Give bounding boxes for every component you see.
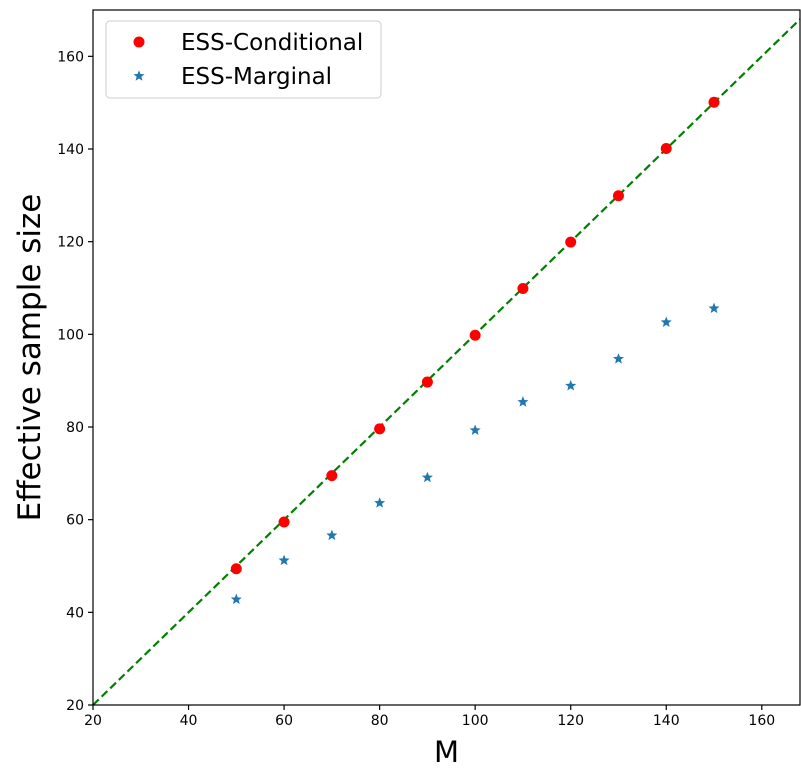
- series-ess-conditional: [230, 96, 720, 575]
- y-tick-label: 40: [66, 605, 84, 621]
- x-tick-label: 100: [462, 713, 489, 729]
- reference-line: [92, 18, 801, 706]
- y-tick-label: 100: [57, 327, 84, 343]
- data-point: [469, 424, 481, 435]
- x-tick-label: 80: [371, 713, 389, 729]
- data-point: [708, 96, 720, 108]
- y-axis-title: Effective sample size: [12, 194, 48, 522]
- y-tick-label: 80: [66, 420, 84, 436]
- data-point: [421, 376, 433, 388]
- data-point: [278, 516, 290, 528]
- x-tick-label: 40: [180, 713, 198, 729]
- axes-layer: 20 40 60 80 100 120 140 160 20 40 60 80 100 120 140 160: [57, 9, 801, 729]
- data-point: [660, 316, 672, 327]
- x-tick-label: 160: [748, 713, 775, 729]
- legend-label: ESS-Conditional: [181, 30, 363, 56]
- data-point: [708, 302, 720, 314]
- legend-label: ESS-Marginal: [181, 64, 332, 90]
- series-ess-marginal: [230, 302, 720, 605]
- data-point: [517, 282, 529, 294]
- data-point: [230, 563, 242, 575]
- plot-frame: [92, 9, 801, 706]
- data-point: [565, 379, 577, 391]
- y-tick-label: 140: [57, 142, 84, 158]
- y-tick-label: 160: [57, 49, 84, 65]
- data-point: [326, 470, 338, 482]
- y-tick-label: 120: [57, 235, 84, 251]
- x-tick-label: 120: [557, 713, 584, 729]
- reference-line-layer: [92, 18, 801, 706]
- data-point: [326, 529, 338, 541]
- x-axis-title: M: [434, 735, 459, 769]
- data-point: [374, 423, 386, 435]
- x-tick-label: 20: [84, 713, 102, 729]
- data-point: [421, 471, 433, 483]
- data-point: [660, 143, 672, 155]
- data-point: [278, 554, 290, 566]
- x-tick-label: 60: [275, 713, 293, 729]
- data-points-layer: [230, 96, 720, 605]
- legend-marker: [133, 36, 145, 48]
- x-tick-label: 140: [653, 713, 680, 729]
- legend-frame: [105, 20, 382, 99]
- data-point: [469, 329, 481, 341]
- data-point: [517, 396, 529, 407]
- data-point: [612, 190, 624, 202]
- data-point: [565, 236, 577, 248]
- data-point: [374, 497, 386, 508]
- y-tick-label: 60: [66, 513, 84, 529]
- data-point: [612, 353, 624, 364]
- legend-marker: [133, 70, 145, 81]
- legend: ESS-Conditional ESS-Marginal: [105, 20, 382, 99]
- data-point: [230, 593, 242, 605]
- y-tick-label: 20: [66, 698, 84, 714]
